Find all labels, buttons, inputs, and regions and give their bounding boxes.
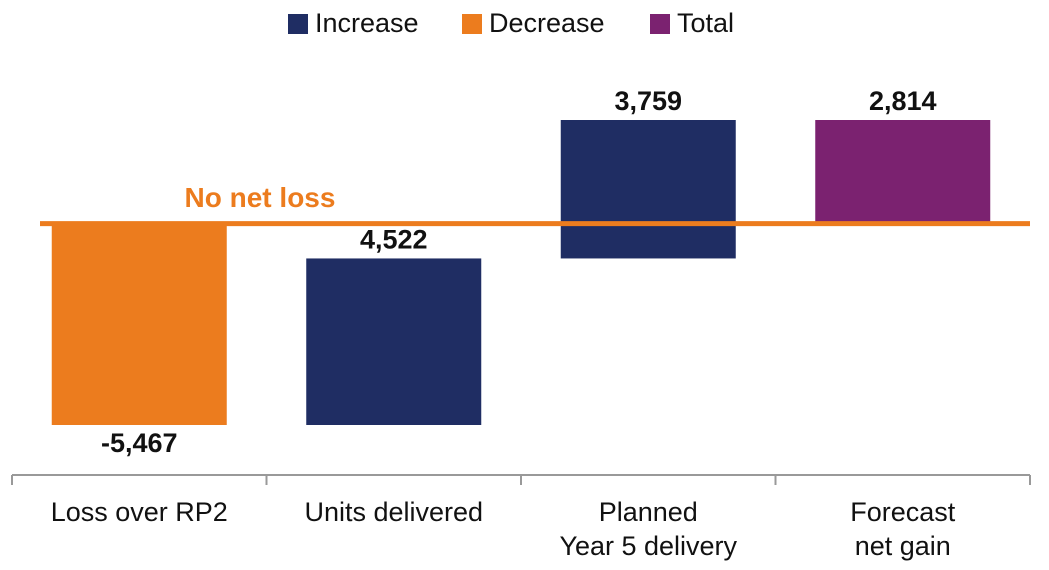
x-tick-label: net gain bbox=[855, 531, 951, 561]
x-tick-label: Planned bbox=[599, 497, 698, 527]
bar bbox=[306, 258, 482, 425]
value-label: 4,522 bbox=[360, 225, 428, 255]
legend-swatch bbox=[288, 14, 308, 34]
x-tick-label: Forecast bbox=[850, 497, 956, 527]
legend-label: Total bbox=[677, 8, 734, 38]
legend-label: Decrease bbox=[489, 8, 605, 38]
value-label: 2,814 bbox=[869, 86, 937, 116]
legend-label: Increase bbox=[315, 8, 419, 38]
bar bbox=[815, 120, 991, 224]
value-label: 3,759 bbox=[614, 86, 682, 116]
x-tick-label: Units delivered bbox=[304, 497, 483, 527]
legend-swatch bbox=[462, 14, 482, 34]
value-label: -5,467 bbox=[101, 428, 178, 458]
bar bbox=[51, 223, 227, 425]
x-tick-label: Loss over RP2 bbox=[51, 497, 228, 527]
bar bbox=[560, 120, 736, 259]
legend-swatch bbox=[650, 14, 670, 34]
x-tick-label: Year 5 delivery bbox=[559, 531, 737, 561]
annotation: No net loss bbox=[185, 182, 336, 213]
